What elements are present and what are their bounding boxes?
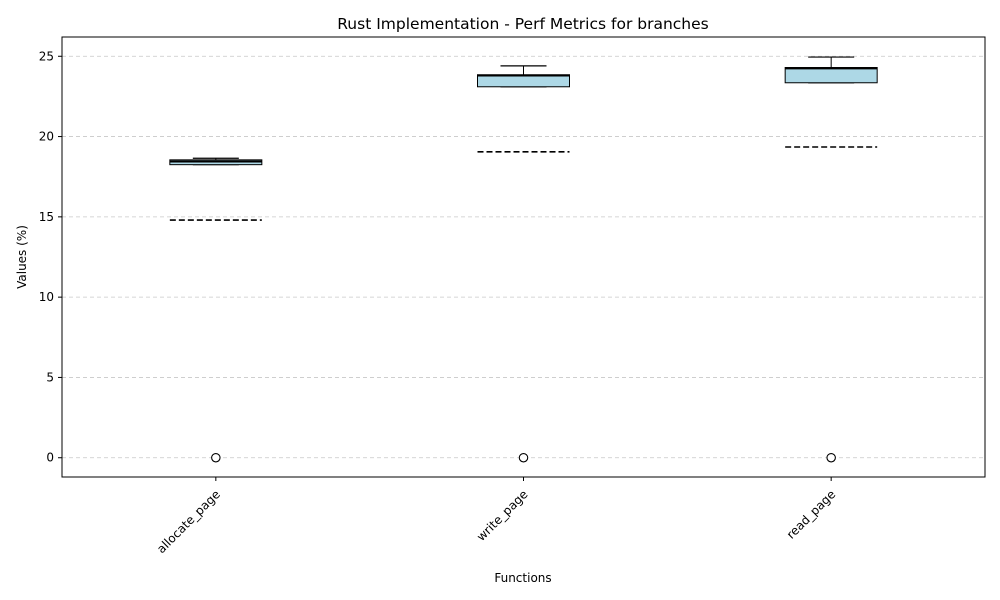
box-iqr bbox=[784, 67, 878, 84]
outlier-point bbox=[211, 452, 221, 463]
outlier-point bbox=[826, 452, 836, 463]
y-tick-label: 25 bbox=[39, 49, 54, 63]
chart-title: Rust Implementation - Perf Metrics for b… bbox=[337, 15, 709, 33]
x-axis-label: Functions bbox=[494, 571, 551, 585]
box-group-read_page bbox=[784, 56, 878, 463]
y-tick-label: 0 bbox=[46, 451, 54, 465]
y-tick-label: 20 bbox=[39, 130, 54, 144]
marks-layer bbox=[169, 56, 878, 463]
y-axis-label: Values (%) bbox=[15, 225, 29, 289]
box-iqr bbox=[477, 74, 570, 88]
y-tick-label: 15 bbox=[39, 210, 54, 224]
y-tick-label: 10 bbox=[39, 290, 54, 304]
y-tick-label: 5 bbox=[46, 370, 54, 384]
box-group-write_page bbox=[477, 65, 570, 463]
box-group-allocate_page bbox=[169, 157, 263, 463]
outlier-point bbox=[518, 452, 529, 463]
